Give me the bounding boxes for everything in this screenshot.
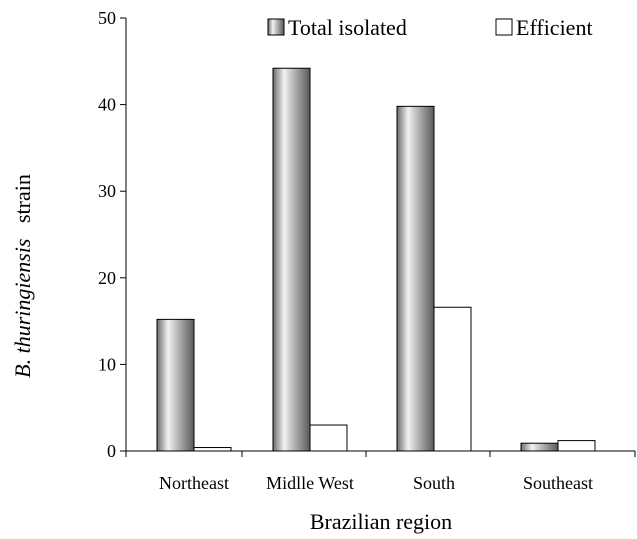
x-axis xyxy=(125,450,636,457)
y-tick-label: 50 xyxy=(98,8,116,28)
bar-total-isolated xyxy=(156,318,195,452)
category-label: Northeast xyxy=(159,473,229,493)
y-tick-label: 10 xyxy=(98,354,116,374)
bar-total-isolated xyxy=(520,442,559,452)
legend-swatch-efficient xyxy=(495,18,513,36)
bar-efficient xyxy=(309,424,348,452)
category-label: South xyxy=(413,473,455,493)
y-tick-label: 40 xyxy=(98,95,116,115)
category-label: Southeast xyxy=(523,473,593,493)
y-tick-label: 30 xyxy=(98,181,116,201)
y-tick-label: 20 xyxy=(98,268,116,288)
bar-efficient xyxy=(557,440,596,452)
bar-total-isolated xyxy=(396,105,435,452)
legend-swatch-total-isolated xyxy=(267,18,285,36)
category-label: Midlle West xyxy=(266,473,354,493)
y-tick-label: 0 xyxy=(107,441,116,461)
y-axis-title-italic: B. thuringiensis xyxy=(10,239,35,378)
legend: Total isolated Efficient xyxy=(267,15,593,40)
bar-efficient xyxy=(433,306,472,452)
y-axis: 0 10 20 30 40 50 xyxy=(98,8,127,461)
y-axis-title: B. thuringiensis strain xyxy=(10,174,35,378)
labels: Northeast Midlle West South Southeast xyxy=(159,473,593,493)
legend-label-total-isolated: Total isolated xyxy=(288,15,407,40)
bar-efficient xyxy=(193,447,232,452)
y-axis-title-normal: strain xyxy=(10,174,35,223)
bars xyxy=(156,67,596,452)
x-axis-title: Brazilian region xyxy=(310,509,452,534)
legend-label-efficient: Efficient xyxy=(516,15,593,40)
bar-total-isolated xyxy=(272,67,311,452)
